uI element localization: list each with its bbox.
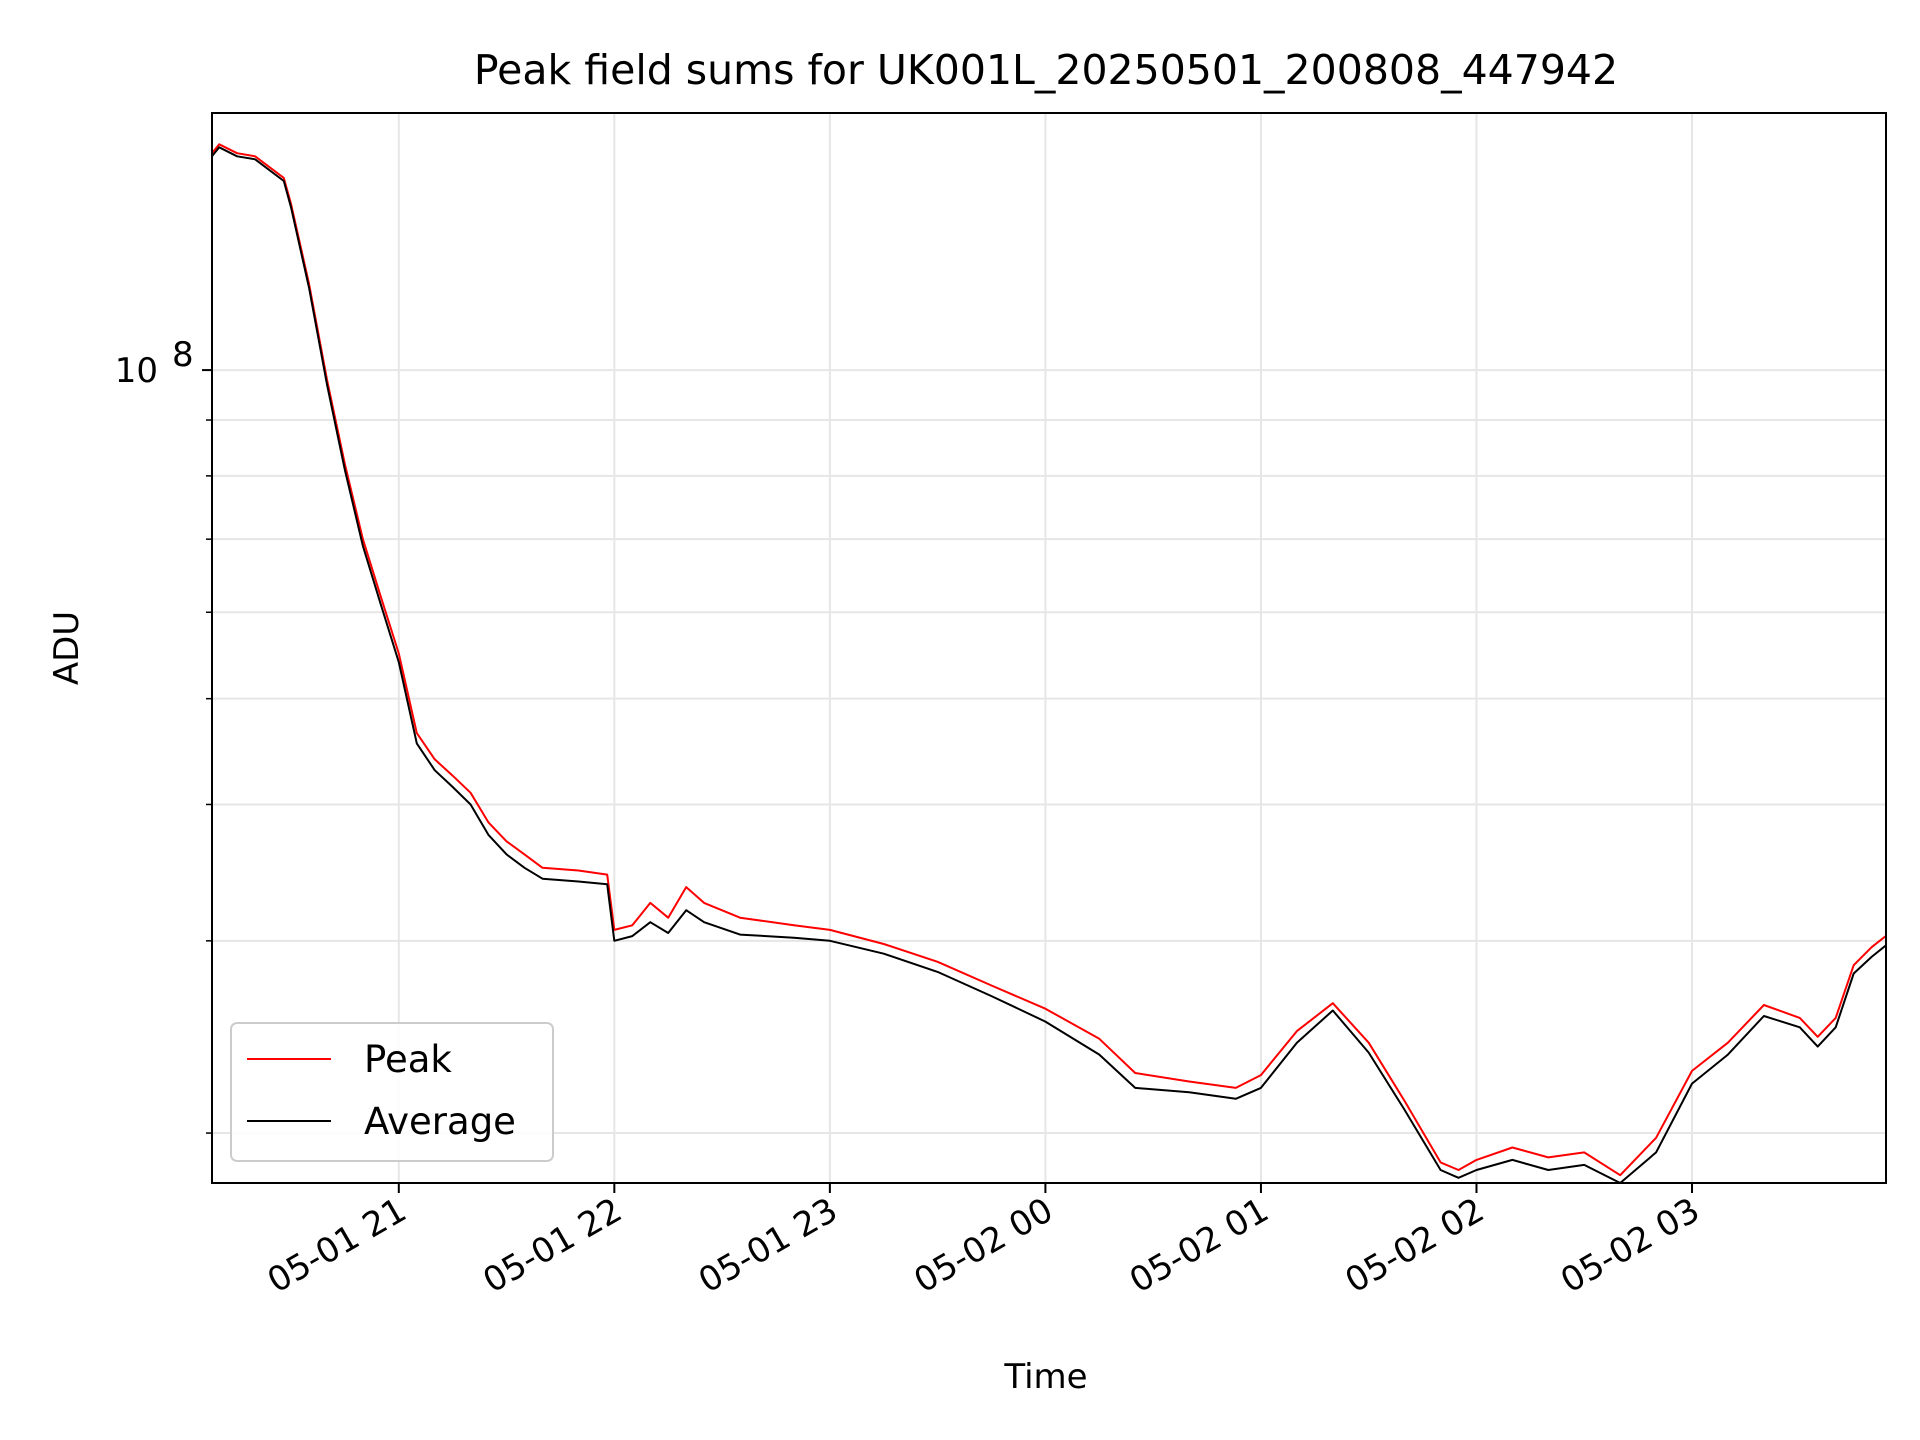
legend: Peak Average bbox=[231, 1023, 553, 1161]
x-axis-title: Time bbox=[1003, 1357, 1087, 1397]
legend-label-peak: Peak bbox=[364, 1038, 452, 1081]
chart-title: Peak field sums for UK001L_20250501_2008… bbox=[474, 46, 1618, 94]
legend-label-average: Average bbox=[364, 1100, 516, 1143]
y-axis-title: ADU bbox=[47, 611, 87, 685]
y-tick-label: 10 bbox=[115, 351, 158, 391]
y-tick-exponent: 8 bbox=[172, 335, 194, 375]
